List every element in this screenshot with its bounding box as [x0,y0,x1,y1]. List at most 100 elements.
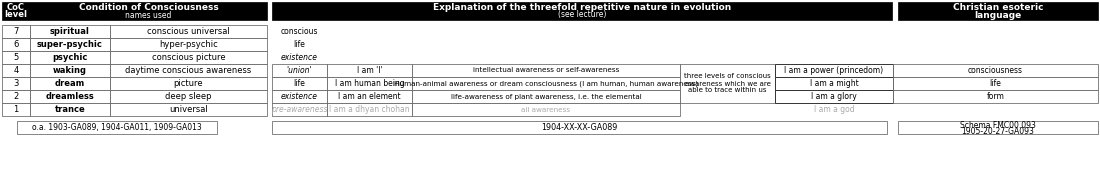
Bar [893,64,1098,77]
Bar [327,90,412,103]
Text: consciousness: consciousness [968,66,1023,75]
Bar [327,103,412,116]
Text: trance: trance [55,105,86,114]
Text: psychic: psychic [53,53,88,62]
Text: I am an element: I am an element [338,92,400,101]
Text: 5: 5 [13,53,19,62]
Bar [412,64,680,77]
Bar [2,38,30,51]
Bar [272,77,327,90]
Bar [110,51,267,64]
Text: (see lecture): (see lecture) [558,10,606,20]
Text: 2: 2 [13,92,19,101]
Text: 'union': 'union' [287,66,312,75]
Bar [898,2,1098,20]
Bar [30,64,110,77]
Bar [272,90,327,103]
Text: deep sleep: deep sleep [165,92,211,101]
Bar [776,90,893,103]
Bar [110,77,267,90]
Bar [893,77,1098,90]
Text: life: life [990,79,1001,88]
Text: universal: universal [169,105,208,114]
Text: names used: names used [125,10,172,20]
Bar [30,90,110,103]
Text: existence: existence [280,92,318,101]
Text: I am a glory: I am a glory [811,92,857,101]
Text: pre-awareness: pre-awareness [272,105,328,114]
Text: conscious universal: conscious universal [147,27,230,36]
Bar [898,121,1098,134]
Bar [893,90,1098,103]
Text: CoC: CoC [7,3,25,12]
Text: conscious: conscious [280,27,318,36]
Bar [110,38,267,51]
Text: super-psychic: super-psychic [37,40,103,49]
Text: I am a might: I am a might [810,79,858,88]
Text: conscious picture: conscious picture [152,53,226,62]
Text: hyper-psychic: hyper-psychic [160,40,218,49]
Bar [272,64,327,77]
Bar [110,25,267,38]
Bar [2,64,30,77]
Text: level: level [4,10,28,19]
Text: dreamless: dreamless [45,92,95,101]
Bar [30,25,110,38]
Text: existence: existence [280,53,318,62]
Bar [2,90,30,103]
Text: Christian esoteric: Christian esoteric [953,3,1043,12]
Text: 4: 4 [13,66,19,75]
Bar [2,77,30,90]
Text: Explanation of the threefold repetitive nature in evolution: Explanation of the threefold repetitive … [433,3,732,12]
Text: Human-animal awareness or dream consciousness (I am human, human awareness): Human-animal awareness or dream consciou… [394,80,698,87]
Text: intellectual awareness or self-awareness: intellectual awareness or self-awareness [473,68,619,73]
Text: language: language [975,10,1022,20]
Text: I am a god: I am a god [814,105,855,114]
Text: 1: 1 [13,105,19,114]
Bar [2,2,267,20]
Bar [680,64,775,103]
Text: picture: picture [174,79,204,88]
Text: life-awareness of plant awareness, i.e. the elemental: life-awareness of plant awareness, i.e. … [451,94,641,100]
Text: spiritual: spiritual [51,27,90,36]
Text: three levels of conscious
awareness which we are
able to trace within us: three levels of conscious awareness whic… [684,73,771,94]
Text: waking: waking [53,66,87,75]
Text: daytime conscious awareness: daytime conscious awareness [125,66,252,75]
Text: 3: 3 [13,79,19,88]
Bar [2,103,30,116]
Bar [30,51,110,64]
Text: Schema FMC00.093: Schema FMC00.093 [960,121,1036,129]
Bar [412,77,680,90]
Bar [327,77,412,90]
Text: 1905-20-27-GA093: 1905-20-27-GA093 [961,127,1034,136]
Text: all awareness: all awareness [521,106,571,113]
Bar [30,38,110,51]
Bar [110,90,267,103]
Bar [30,103,110,116]
Bar [16,121,217,134]
Text: I am a power (princedom): I am a power (princedom) [784,66,883,75]
Text: I am human being: I am human being [334,79,405,88]
Text: life: life [294,79,306,88]
Text: 7: 7 [13,27,19,36]
Bar [30,77,110,90]
Text: I am 'I': I am 'I' [356,66,383,75]
Bar [2,25,30,38]
Bar [776,77,893,90]
Bar [110,64,267,77]
Text: form: form [987,92,1004,101]
Bar [327,64,412,77]
Text: life: life [294,40,306,49]
Bar [412,103,680,116]
Bar [412,90,680,103]
Text: dream: dream [55,79,85,88]
Text: o.a. 1903-GA089, 1904-GA011, 1909-GA013: o.a. 1903-GA089, 1904-GA011, 1909-GA013 [32,123,202,132]
Text: Condition of Consciousness: Condition of Consciousness [78,3,219,12]
Text: 1904-XX-XX-GA089: 1904-XX-XX-GA089 [541,123,618,132]
Text: 6: 6 [13,40,19,49]
Bar [272,2,892,20]
Bar [110,103,267,116]
Bar [272,121,887,134]
Text: I am a dhyan chohan: I am a dhyan chohan [329,105,410,114]
Bar [272,103,327,116]
